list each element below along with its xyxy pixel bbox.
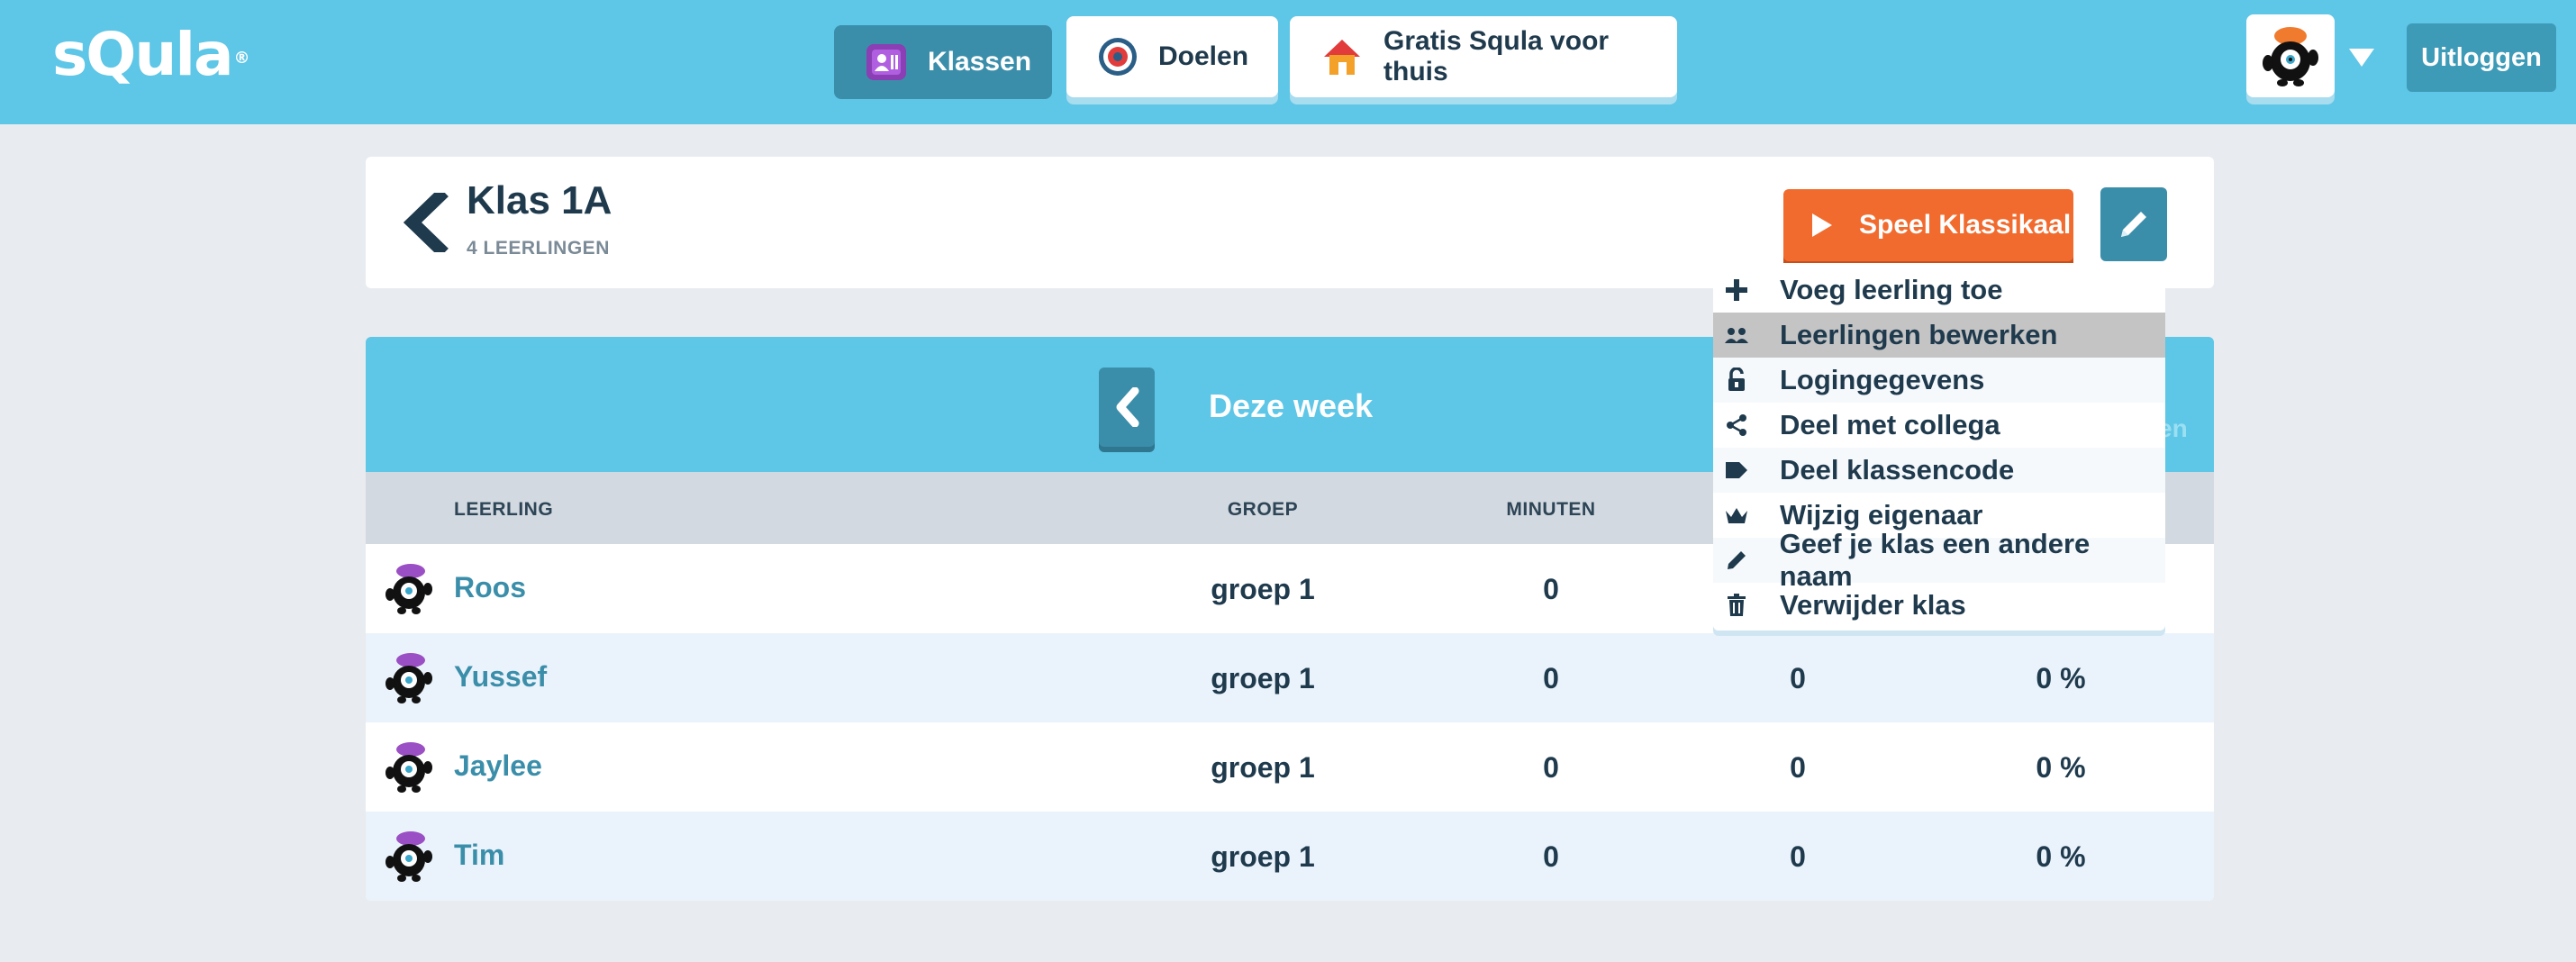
crown-icon (1724, 503, 1749, 528)
student-minuten: 0 (1543, 840, 1559, 873)
menu-item-label: Voeg leerling toe (1780, 274, 2003, 305)
monster-avatar-icon (2263, 27, 2318, 86)
student-col5: 0 % (2036, 840, 2086, 873)
top-bar: sQula ® Klassen Doelen (0, 0, 2576, 124)
class-card-icon (865, 41, 908, 84)
column-header-leerling[interactable]: LEERLING (454, 499, 554, 520)
user-avatar-button[interactable] (2246, 14, 2335, 97)
speel-klassikaal-button[interactable]: Speel Klassikaal (1783, 189, 2073, 261)
student-avatar-icon (385, 564, 432, 614)
student-name[interactable]: Tim (454, 839, 505, 871)
play-icon (1810, 212, 1834, 239)
column-header-minuten[interactable]: MINUTEN (1506, 499, 1596, 520)
student-col5: 0 % (2036, 751, 2086, 784)
tab-klassen-label: Klassen (928, 47, 1032, 77)
menu-item-label: Logingegevens (1780, 364, 1985, 395)
student-minuten: 0 (1543, 751, 1559, 784)
squla-logo[interactable]: sQula ® (52, 20, 250, 89)
menu-item-label: Leerlingen bewerken (1780, 319, 2058, 350)
student-groep: groep 1 (1211, 751, 1315, 784)
student-avatar-icon (385, 653, 432, 703)
tag-icon (1724, 458, 1749, 483)
menu-item-deel-klassencode[interactable]: Deel klassencode (1713, 448, 2165, 493)
tab-klassen[interactable]: Klassen (834, 25, 1052, 99)
table-row[interactable]: Jaylee groep 1 0 0 0 % (366, 722, 2214, 812)
column-header-groep[interactable]: GROEP (1227, 499, 1299, 520)
menu-item-logingegevens[interactable]: Logingegevens (1713, 358, 2165, 403)
menu-item-wijzig-eigenaar[interactable]: Wijzig eigenaar (1713, 493, 2165, 538)
menu-item-label: Geef je klas een andere naam (1779, 528, 2091, 592)
student-col4: 0 (1790, 662, 1806, 694)
student-minuten: 0 (1543, 662, 1559, 694)
plus-icon (1724, 277, 1749, 303)
student-avatar-icon (385, 742, 432, 793)
student-groep: groep 1 (1211, 662, 1315, 694)
class-options-menu: Voeg leerling toe Leerlingen bewerken Lo… (1713, 263, 2165, 631)
share-icon (1724, 413, 1749, 438)
student-col4: 0 (1790, 751, 1806, 784)
student-avatar-icon (385, 831, 432, 882)
menu-item-label: Deel met collega (1780, 409, 2000, 440)
class-title: Klas 1A (467, 178, 612, 222)
pencil-icon (1724, 548, 1749, 573)
menu-item-verwijder-klas[interactable]: Verwijder klas (1713, 583, 2165, 628)
tab-gratis-squla[interactable]: Gratis Squla voor thuis (1290, 16, 1677, 97)
edit-class-button[interactable] (2100, 187, 2167, 261)
user-menu-caret[interactable] (2345, 41, 2378, 74)
caret-down-icon (2349, 49, 2374, 67)
pencil-icon (2121, 212, 2146, 237)
table-row[interactable]: Yussef groep 1 0 0 0 % (366, 633, 2214, 722)
student-minuten: 0 (1543, 573, 1559, 605)
logout-button[interactable]: Uitloggen (2407, 23, 2556, 92)
users-icon (1724, 322, 1749, 348)
menu-item-label: Deel klassencode (1780, 454, 2015, 486)
chevron-left-icon (1116, 387, 1139, 427)
unlock-icon (1724, 368, 1749, 393)
play-label: Speel Klassikaal (1859, 210, 2072, 240)
back-chevron-icon[interactable] (404, 193, 449, 252)
student-count: 4 LEERLINGEN (467, 238, 610, 259)
student-groep: groep 1 (1211, 573, 1315, 605)
student-groep: groep 1 (1211, 840, 1315, 873)
table-row[interactable]: Roos groep 1 0 (366, 544, 2214, 633)
menu-item-deel-met-collega[interactable]: Deel met collega (1713, 403, 2165, 448)
week-label: Deze week (1209, 387, 1374, 424)
student-name[interactable]: Roos (454, 571, 526, 604)
table-row[interactable]: Tim groep 1 0 0 0 % (366, 812, 2214, 901)
tab-doelen[interactable]: Doelen (1066, 16, 1278, 97)
previous-week-button[interactable] (1099, 368, 1155, 447)
menu-item-leerlingen-bewerken[interactable]: Leerlingen bewerken (1713, 313, 2165, 358)
menu-item-label: Verwijder klas (1780, 589, 1966, 621)
menu-item-voeg-leerling-toe[interactable]: Voeg leerling toe (1713, 268, 2165, 313)
menu-item-hernoem-klas[interactable]: Geef je klas een andere naam (1713, 528, 2165, 592)
student-col4: 0 (1790, 840, 1806, 873)
tab-doelen-label: Doelen (1158, 41, 1249, 71)
student-name[interactable]: Jaylee (454, 749, 542, 782)
leerlingen-panel: Deze week en LEERLING GROEP MINUTEN Roos… (366, 337, 2214, 901)
student-name[interactable]: Yussef (454, 660, 548, 693)
house-icon (1320, 35, 1364, 78)
menu-item-label: Wijzig eigenaar (1780, 499, 1983, 531)
student-col5: 0 % (2036, 662, 2086, 694)
trash-icon (1724, 593, 1749, 618)
target-icon (1097, 35, 1138, 78)
tab-gratis-label: Gratis Squla voor thuis (1383, 26, 1610, 86)
